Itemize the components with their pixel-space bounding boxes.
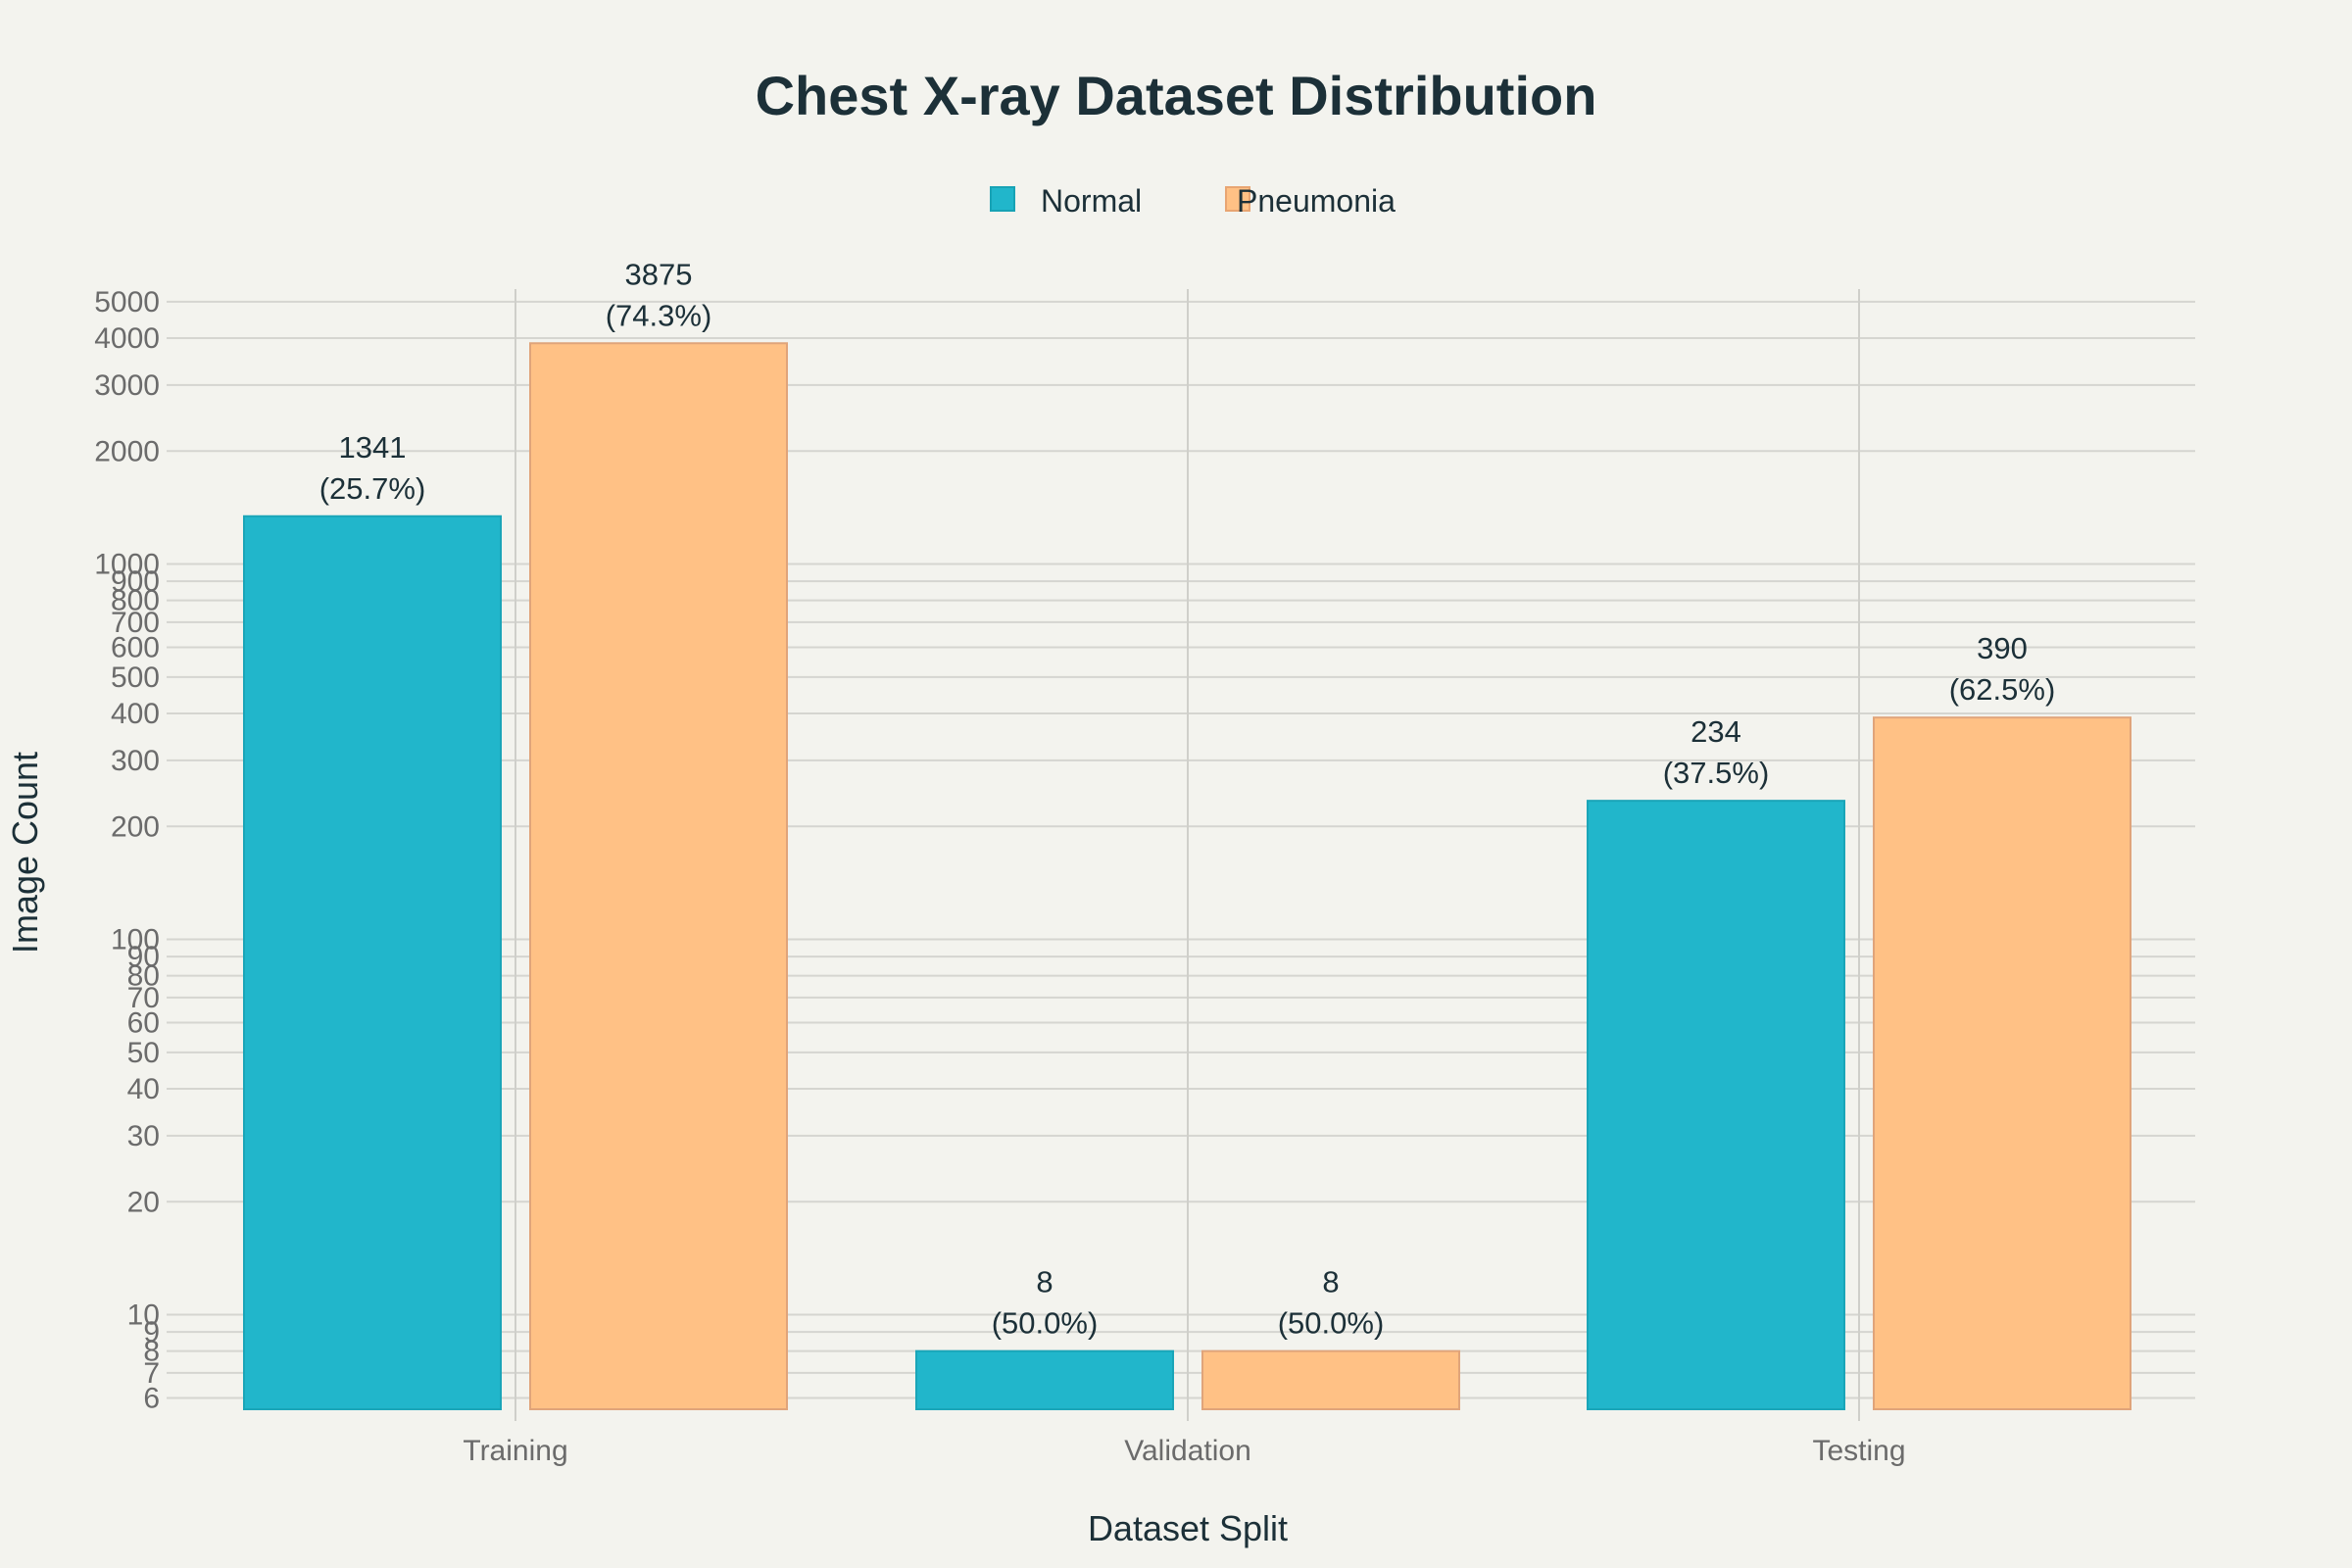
bar-normal-training (243, 514, 502, 1410)
y-tick-label: 40 (127, 1073, 160, 1105)
y-tick-label: 1000 (94, 549, 160, 581)
data-label-percent: (62.5%) (1949, 672, 2056, 707)
data-label-value: 234 (1690, 714, 1741, 749)
y-tick-label: 5000 (94, 286, 160, 318)
y-tick-label: 700 (111, 607, 160, 639)
bar-normal-testing (1587, 800, 1845, 1410)
y-tick-label: 800 (111, 585, 160, 617)
y-tick-label: 7 (143, 1357, 160, 1390)
y-tick-label: 6 (143, 1383, 160, 1415)
y-tick-label: 4000 (94, 322, 160, 355)
y-tick-label: 8 (143, 1336, 160, 1368)
y-tick-label: 10 (127, 1299, 160, 1332)
data-label-percent: (74.3%) (606, 298, 712, 332)
y-tick-label: 600 (111, 632, 160, 664)
y-tick-label: 9 (143, 1316, 160, 1348)
legend-swatch-normal (990, 186, 1015, 212)
y-tick-label: 400 (111, 698, 160, 730)
data-label-percent: (50.0%) (992, 1306, 1099, 1341)
data-label-value: 3875 (625, 257, 693, 291)
y-tick-label: 200 (111, 810, 160, 843)
y-tick-label: 50 (127, 1037, 160, 1069)
data-labels: 1341 (25.7%) 8 (50.0%) 234 (37.5%) 3875 (74.3%)… (319, 257, 2056, 1340)
data-label-percent: (25.7%) (319, 471, 426, 506)
x-tick-label: Validation (1124, 1435, 1251, 1467)
bar-pneumonia-training (529, 342, 788, 1410)
y-tick-label: 80 (127, 960, 160, 993)
chart-title: Chest X-ray Dataset Distribution (756, 65, 1597, 126)
x-axis-title: Dataset Split (1088, 1508, 1288, 1548)
y-tick-label: 3000 (94, 369, 160, 402)
data-label-percent: (50.0%) (1278, 1306, 1385, 1341)
gridlines (167, 289, 2195, 1421)
x-tick-label: Training (463, 1435, 567, 1467)
data-label-value: 8 (1322, 1265, 1339, 1299)
bar-normal-validation (915, 1349, 1174, 1411)
y-tick-label: 100 (111, 924, 160, 956)
y-tick-label: 60 (127, 1007, 160, 1040)
bars (243, 342, 2132, 1411)
x-tick-label: Testing (1812, 1435, 1905, 1467)
bar-pneumonia-validation (1201, 1349, 1460, 1411)
y-tick-label: 500 (111, 662, 160, 694)
x-axis-ticks: Training Validation Testing (463, 1435, 1905, 1467)
y-tick-label: 70 (127, 982, 160, 1014)
y-tick-label: 900 (111, 565, 160, 598)
data-label-value: 8 (1036, 1265, 1053, 1299)
legend-label-normal: Normal (1041, 183, 1142, 219)
data-label-value: 1341 (339, 430, 407, 465)
legend-swatch-pneumonia (1225, 186, 1250, 212)
y-axis-title: Image Count (5, 752, 45, 954)
data-label-value: 390 (1977, 631, 2028, 665)
legend: Normal Pneumonia (990, 183, 1396, 219)
legend-label-pneumonia: Pneumonia (1237, 183, 1396, 219)
y-tick-label: 300 (111, 745, 160, 777)
data-label-percent: (37.5%) (1663, 756, 1770, 790)
y-tick-label: 20 (127, 1186, 160, 1218)
y-tick-label: 2000 (94, 435, 160, 467)
y-tick-label: 90 (127, 941, 160, 973)
y-tick-label: 30 (127, 1120, 160, 1152)
bar-pneumonia-testing (1873, 716, 2132, 1410)
